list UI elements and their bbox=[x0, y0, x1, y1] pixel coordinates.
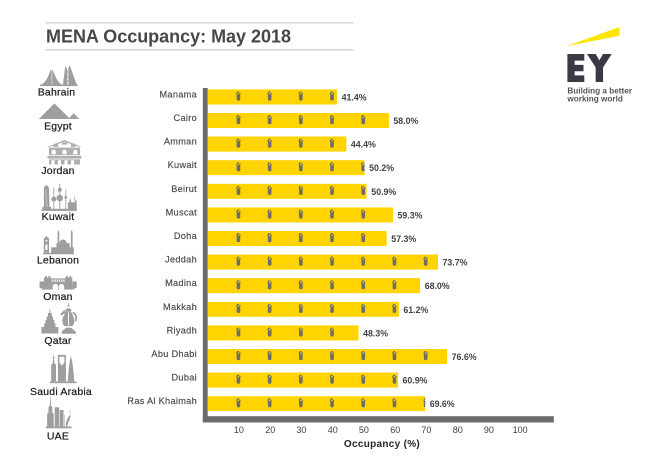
svg-text:73.7%: 73.7% bbox=[443, 258, 468, 268]
svg-text:Lebanon: Lebanon bbox=[37, 254, 79, 266]
svg-text:70: 70 bbox=[421, 425, 431, 435]
svg-text:UAE: UAE bbox=[47, 430, 69, 442]
svg-text:Muscat: Muscat bbox=[166, 207, 198, 217]
svg-text:working world: working world bbox=[566, 94, 623, 103]
svg-text:48.3%: 48.3% bbox=[363, 328, 388, 338]
svg-text:Dubai: Dubai bbox=[171, 373, 197, 383]
svg-text:44.4%: 44.4% bbox=[351, 140, 376, 150]
svg-text:61.2%: 61.2% bbox=[403, 305, 428, 315]
svg-text:40: 40 bbox=[328, 425, 338, 435]
svg-text:Kuwait: Kuwait bbox=[168, 160, 198, 170]
svg-text:Cairo: Cairo bbox=[174, 113, 197, 123]
svg-text:Saudi Arabia: Saudi Arabia bbox=[30, 386, 92, 398]
svg-text:Jordan: Jordan bbox=[41, 165, 74, 177]
svg-text:Qatar: Qatar bbox=[44, 335, 72, 347]
svg-text:Bahrain: Bahrain bbox=[38, 86, 76, 98]
svg-text:MENA Occupancy: May 2018: MENA Occupancy: May 2018 bbox=[46, 26, 291, 47]
svg-text:Egypt: Egypt bbox=[44, 121, 72, 133]
svg-text:60: 60 bbox=[390, 425, 400, 435]
svg-text:90: 90 bbox=[484, 425, 494, 435]
svg-text:Doha: Doha bbox=[174, 231, 198, 241]
svg-text:10: 10 bbox=[234, 425, 244, 435]
svg-text:Building a better: Building a better bbox=[567, 87, 632, 96]
svg-text:Makkah: Makkah bbox=[163, 302, 197, 312]
svg-text:Madina: Madina bbox=[165, 278, 198, 288]
svg-text:Riyadh: Riyadh bbox=[167, 325, 197, 335]
svg-text:Beirut: Beirut bbox=[171, 184, 197, 194]
svg-text:20: 20 bbox=[265, 425, 275, 435]
svg-text:30: 30 bbox=[296, 425, 306, 435]
svg-text:58.0%: 58.0% bbox=[393, 116, 418, 126]
svg-text:80: 80 bbox=[453, 425, 463, 435]
svg-text:Abu Dhabi: Abu Dhabi bbox=[151, 349, 197, 359]
svg-text:50.2%: 50.2% bbox=[369, 163, 394, 173]
svg-text:50: 50 bbox=[359, 425, 369, 435]
svg-text:41.4%: 41.4% bbox=[342, 92, 367, 102]
svg-text:100: 100 bbox=[513, 425, 528, 435]
svg-text:Manama: Manama bbox=[159, 89, 197, 99]
svg-text:Ras Al Khaimah: Ras Al Khaimah bbox=[127, 396, 197, 406]
svg-text:69.6%: 69.6% bbox=[430, 399, 455, 409]
svg-text:57.3%: 57.3% bbox=[391, 234, 416, 244]
svg-text:50.9%: 50.9% bbox=[371, 187, 396, 197]
svg-text:Occupancy (%): Occupancy (%) bbox=[344, 439, 420, 450]
svg-text:Oman: Oman bbox=[43, 291, 72, 303]
svg-text:68.0%: 68.0% bbox=[425, 281, 450, 291]
svg-text:Jeddah: Jeddah bbox=[165, 255, 197, 265]
svg-text:59.3%: 59.3% bbox=[398, 210, 423, 220]
svg-text:Amman: Amman bbox=[164, 137, 197, 147]
svg-text:76.6%: 76.6% bbox=[452, 352, 477, 362]
svg-text:60.9%: 60.9% bbox=[403, 376, 428, 386]
svg-text:Kuwait: Kuwait bbox=[42, 211, 75, 223]
